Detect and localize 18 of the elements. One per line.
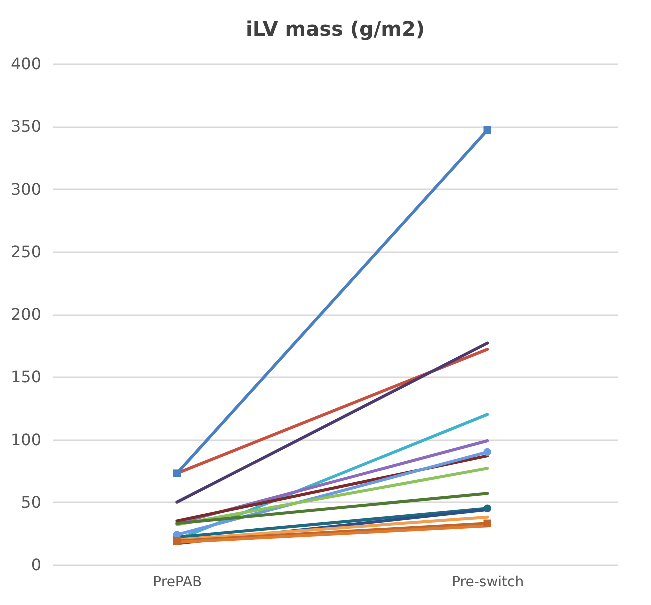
chart-title: iLV mass (g/m2) <box>246 17 426 41</box>
y-tick-label: 350 <box>10 117 42 136</box>
point <box>173 470 182 478</box>
y-tick-label: 400 <box>10 54 42 74</box>
point <box>484 126 492 134</box>
point <box>484 520 492 528</box>
y-tick-label: 150 <box>10 368 42 387</box>
y-tick-label: 250 <box>10 242 42 262</box>
point <box>484 448 492 456</box>
y-tick-label: 200 <box>10 305 42 324</box>
y-tick-label: 0 <box>31 556 42 574</box>
point <box>484 504 492 513</box>
x-tick-label: PrePAB <box>153 574 202 590</box>
point <box>173 537 182 546</box>
x-tick-label: Pre-switch <box>452 574 524 590</box>
y-tick-label: 300 <box>10 180 42 199</box>
y-tick-label: 100 <box>10 430 42 450</box>
y-tick-label: 50 <box>21 492 42 512</box>
